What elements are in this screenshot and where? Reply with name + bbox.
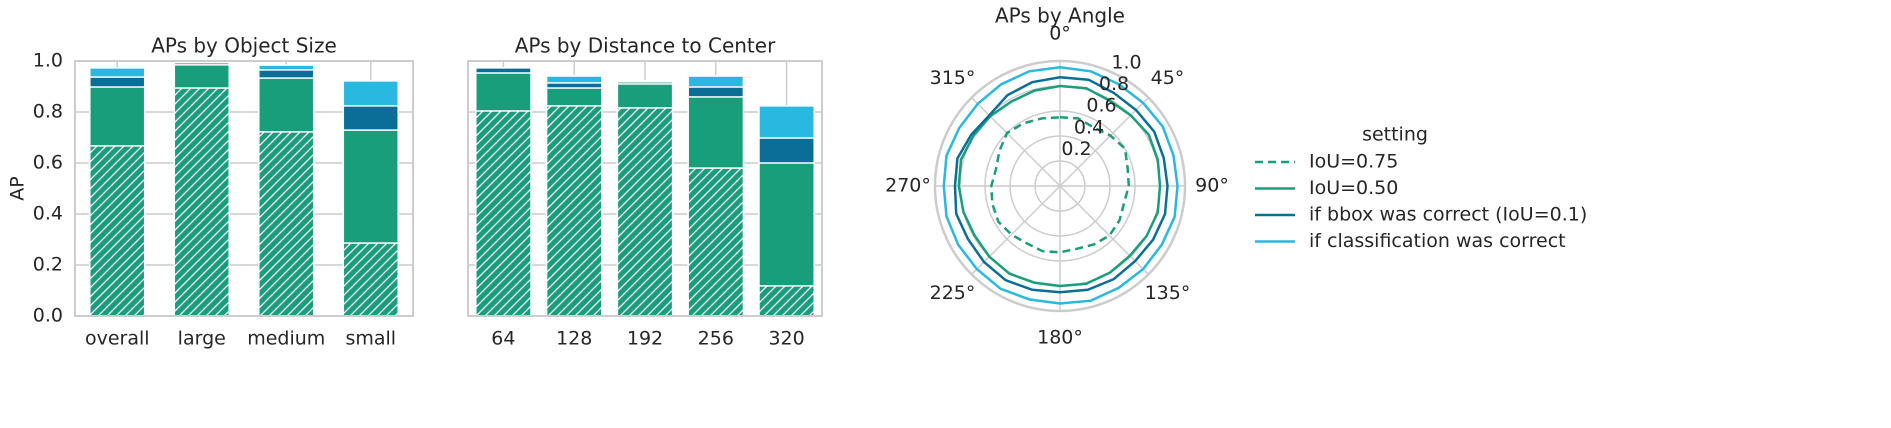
bar [616, 107, 674, 317]
x-tick-label: medium [247, 328, 325, 350]
r-tick-label: 0.4 [1074, 116, 1104, 138]
bar [758, 285, 815, 317]
bar [545, 105, 603, 317]
angle-tick-label: 315° [930, 67, 976, 89]
bar [258, 131, 315, 317]
legend-label: IoU=0.75 [1309, 151, 1398, 173]
grid-spoke [1059, 97, 1149, 187]
grid-spoke [971, 97, 1061, 187]
x-tick-label: overall [85, 328, 150, 350]
y-tick-label: 0.4 [33, 203, 63, 225]
x-tick-label: 128 [556, 328, 592, 350]
angle-tick-label: 135° [1145, 282, 1191, 304]
x-tick-label: small [345, 328, 396, 350]
y-tick-label: 0.0 [33, 305, 63, 327]
bar [89, 145, 146, 317]
y-tick-label: 0.2 [33, 254, 63, 276]
bar [475, 110, 532, 317]
angle-tick-label: 90° [1195, 175, 1229, 197]
polar-line [942, 66, 1179, 305]
x-tick-label: 256 [698, 328, 734, 350]
axes-frame [467, 60, 823, 317]
chart-title: APs by Angle [995, 4, 1125, 28]
polar-line [953, 76, 1169, 294]
r-tick-label: 0.6 [1086, 95, 1116, 117]
y-tick-label: 0.8 [33, 101, 63, 123]
axes-frame [74, 60, 414, 317]
x-tick-label: large [178, 328, 226, 350]
x-tick-label: 192 [627, 328, 663, 350]
chart-title: APs by Object Size [151, 34, 337, 58]
legend-label: if classification was correct [1309, 230, 1566, 252]
r-tick-label: 0.2 [1061, 138, 1091, 160]
r-tick-label: 1.0 [1111, 51, 1141, 73]
angle-tick-label: 0° [1049, 23, 1071, 45]
angle-tick-label: 225° [930, 282, 976, 304]
x-tick-label: 64 [491, 328, 515, 350]
legend-title: setting [1362, 124, 1428, 146]
r-tick-label: 0.8 [1099, 73, 1129, 95]
bar [173, 87, 230, 317]
legend-label: if bbox was correct (IoU=0.1) [1309, 204, 1587, 226]
grid-spoke [971, 185, 1061, 275]
grid-spoke [1059, 185, 1149, 275]
y-tick-label: 0.6 [33, 152, 63, 174]
angle-tick-label: 180° [1037, 327, 1083, 349]
chart-title: APs by Distance to Center [515, 34, 776, 58]
polar-line [957, 84, 1162, 288]
bar [687, 167, 745, 317]
angle-tick-label: 45° [1151, 67, 1185, 89]
angle-tick-label: 270° [885, 175, 931, 197]
legend-label: IoU=0.50 [1309, 177, 1398, 199]
y-tick-label: 1.0 [33, 50, 63, 72]
y-axis-label: AP [7, 176, 29, 200]
bar [342, 242, 399, 317]
x-tick-label: 320 [768, 328, 804, 350]
polar-frame [933, 59, 1187, 313]
